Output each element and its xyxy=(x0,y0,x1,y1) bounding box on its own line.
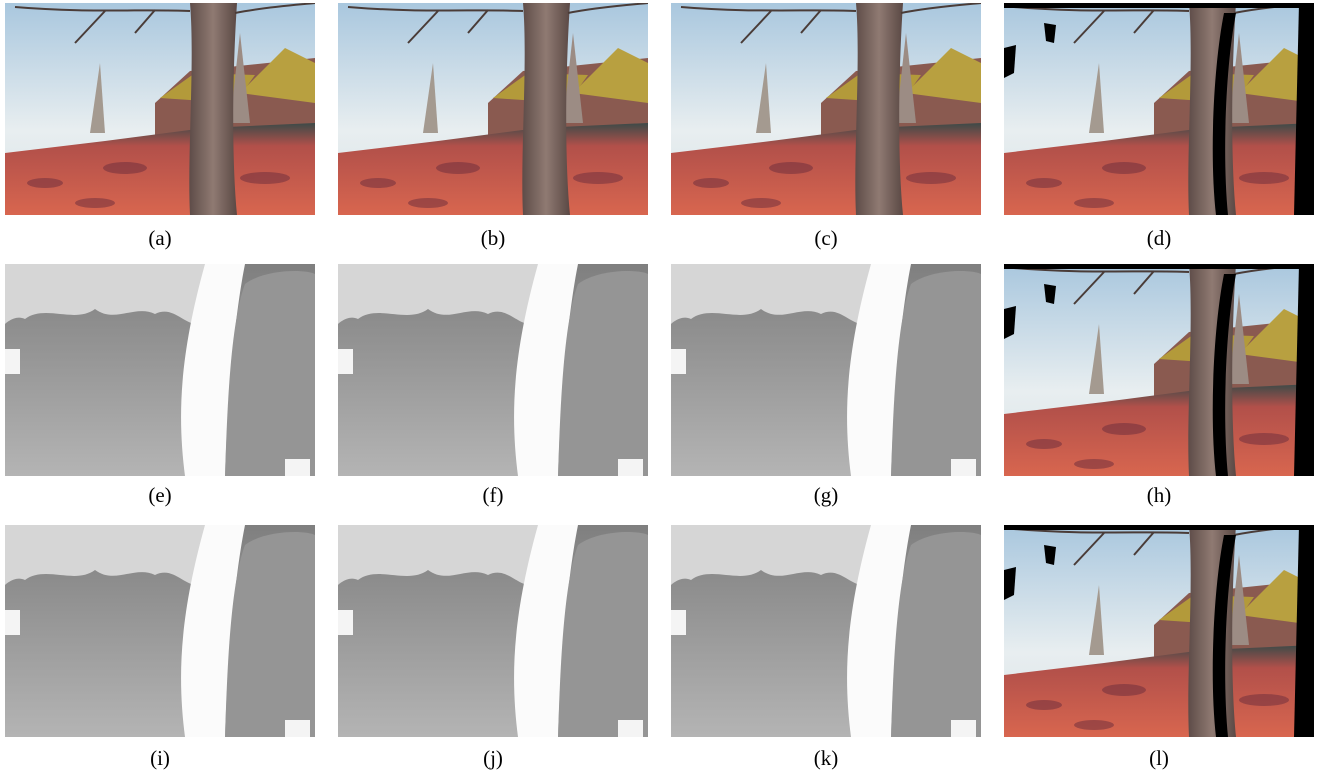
panel-image xyxy=(1004,525,1314,737)
panel-caption: (l) xyxy=(1149,746,1169,770)
panel-caption: (j) xyxy=(483,746,503,770)
figure: (a) (b) (c) (d) (e) (f) (g) (h) (i) (j) (k) (l) xyxy=(0,0,1317,776)
panel-image xyxy=(671,3,981,215)
panel-image xyxy=(671,264,981,476)
panel-caption: (d) xyxy=(1147,226,1172,250)
panel-image xyxy=(671,525,981,737)
panel-caption: (k) xyxy=(814,746,839,770)
panel-caption: (a) xyxy=(148,226,171,250)
panel-caption: (i) xyxy=(150,746,170,770)
panel-caption: (f) xyxy=(483,483,504,507)
panel-caption: (b) xyxy=(481,226,506,250)
panel-image xyxy=(338,3,648,215)
panel-image xyxy=(1004,264,1314,476)
panel-caption: (e) xyxy=(148,483,171,507)
panel-image xyxy=(338,525,648,737)
panel-image xyxy=(5,525,315,737)
panel-caption: (c) xyxy=(814,226,837,250)
panel-image xyxy=(5,3,315,215)
panel-image xyxy=(5,264,315,476)
panel-caption: (g) xyxy=(814,483,839,507)
panel-image xyxy=(338,264,648,476)
panel-image xyxy=(1004,3,1314,215)
panel-caption: (h) xyxy=(1147,483,1172,507)
